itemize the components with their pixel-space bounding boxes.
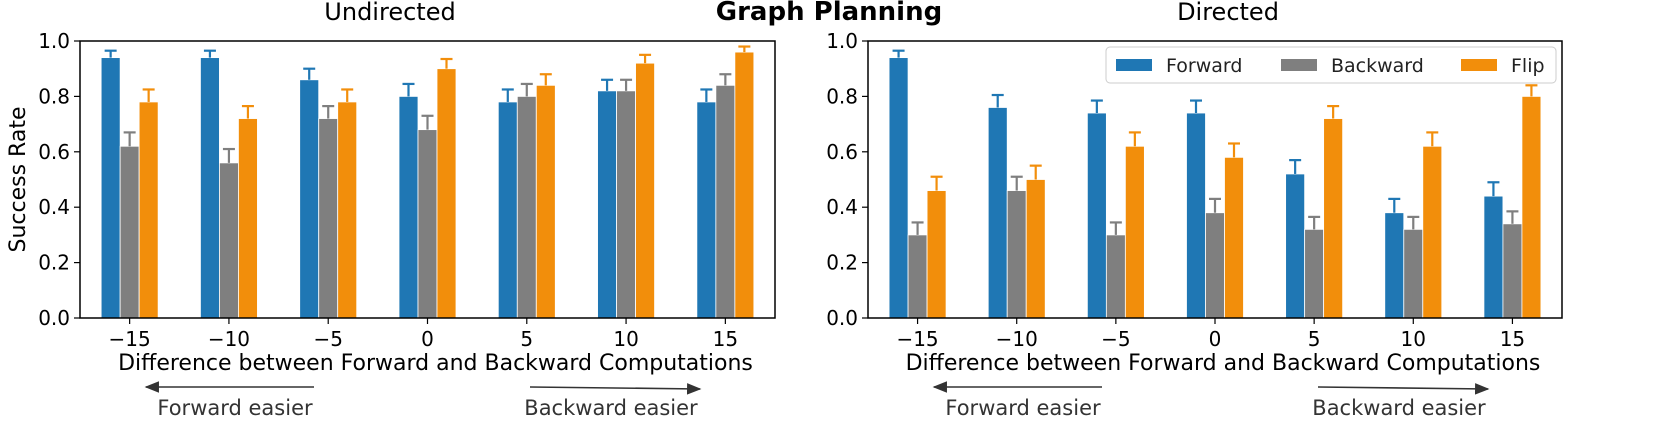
bar-backward-5 — [1403, 228, 1424, 319]
x-tick-label: 10 — [613, 327, 638, 351]
suptitle: Graph Planning — [716, 0, 942, 27]
bar-backward-4 — [1304, 228, 1325, 319]
y-tick-label: 0.0 — [38, 306, 70, 330]
y-tick-label: 0.4 — [38, 195, 70, 219]
bar-backward-4 — [516, 96, 537, 319]
bar-forward-5 — [1384, 212, 1405, 319]
bar-flip-2 — [1124, 145, 1145, 319]
bar-forward-6 — [1483, 195, 1504, 319]
y-tick-label: 0.0 — [826, 306, 858, 330]
y-tick-label: 0.6 — [826, 140, 858, 164]
bar-forward-2 — [1086, 112, 1107, 319]
x-tick-label: 10 — [1401, 327, 1426, 351]
bar-flip-0 — [138, 101, 159, 319]
y-tick-label: 0.2 — [826, 251, 858, 275]
bar-flip-1 — [1025, 179, 1046, 319]
legend: Forward Backward Flip — [1105, 46, 1557, 84]
bar-forward-4 — [1285, 173, 1306, 319]
x-tick-label: 15 — [1500, 327, 1525, 351]
bar-backward-6 — [1502, 223, 1523, 319]
legend-label-forward: Forward — [1166, 55, 1242, 77]
x-axis-label: Difference between Forward and Backward … — [906, 351, 1541, 376]
bar-flip-5 — [635, 62, 655, 319]
y-tick-label: 0.8 — [38, 84, 70, 108]
x-axis-label: Difference between Forward and Backward … — [118, 351, 753, 376]
bar-flip-6 — [734, 51, 755, 319]
charts-container: Undirected 0.0 0.2 0.4 0.6 0.8 1.0 −15 −10 −5 0 5 10… — [6, 0, 1563, 420]
x-tick-label: −10 — [996, 327, 1038, 351]
y-tick-label: 0.8 — [826, 84, 858, 108]
bar-forward-0 — [888, 57, 909, 319]
x-tick-label: −5 — [1101, 327, 1130, 351]
bar-backward-2 — [1105, 234, 1126, 319]
bar-forward-3 — [398, 96, 419, 319]
legend-swatch-flip — [1461, 59, 1497, 71]
y-tick-label: 0.4 — [826, 195, 858, 219]
bar-backward-1 — [219, 162, 239, 319]
bar-backward-1 — [1006, 190, 1027, 319]
x-tick-label: 15 — [713, 327, 738, 351]
x-tick-label: 0 — [421, 327, 434, 351]
bar-backward-0 — [119, 145, 140, 319]
x-tick-label: 5 — [520, 327, 533, 351]
annotation-forward-easier: Forward easier — [157, 396, 313, 420]
y-tick-label: 0.2 — [38, 251, 70, 275]
bar-backward-3 — [1205, 212, 1225, 319]
x-tick-label: −5 — [313, 327, 342, 351]
y-tick-label: 0.6 — [38, 140, 70, 164]
chart-panel-0: Undirected 0.0 0.2 0.4 0.6 0.8 1.0 −15 −10 −5 0 5 10… — [6, 0, 776, 420]
bar-forward-4 — [497, 101, 518, 319]
bar-forward-3 — [1186, 112, 1206, 319]
y-tick-label: 1.0 — [38, 29, 70, 53]
bar-forward-5 — [597, 90, 617, 319]
legend-label-backward: Backward — [1331, 55, 1424, 77]
bar-forward-6 — [696, 101, 717, 319]
bar-flip-1 — [238, 118, 258, 319]
chart-title: Directed — [1177, 0, 1279, 26]
bar-flip-3 — [436, 68, 457, 319]
legend-swatch-backward — [1281, 59, 1317, 71]
chart-panel-1: Directed 0.0 0.2 0.4 0.6 0.8 1.0 −15 −10 −5 0 5 10 15… — [826, 0, 1563, 420]
legend-swatch-forward — [1116, 59, 1152, 71]
x-tick-label: 0 — [1209, 327, 1222, 351]
y-tick-label: 1.0 — [826, 29, 858, 53]
bar-flip-4 — [535, 84, 556, 319]
bar-forward-1 — [200, 57, 220, 319]
bar-flip-3 — [1224, 156, 1244, 319]
chart-title: Undirected — [324, 0, 455, 26]
x-tick-label: −15 — [896, 327, 938, 351]
legend-label-flip: Flip — [1511, 55, 1545, 77]
bar-flip-0 — [926, 190, 947, 319]
bar-forward-0 — [100, 57, 121, 319]
bar-forward-2 — [299, 79, 320, 319]
bar-backward-5 — [616, 90, 636, 319]
annotation-backward-easier: Backward easier — [1312, 396, 1486, 420]
y-axis-label: Success Rate — [6, 107, 31, 253]
bar-forward-1 — [987, 107, 1008, 319]
legend-box — [1105, 46, 1557, 84]
bar-backward-6 — [715, 84, 736, 319]
bar-flip-5 — [1422, 145, 1443, 319]
x-tick-label: −10 — [208, 327, 250, 351]
bar-flip-6 — [1521, 96, 1542, 319]
x-tick-label: 5 — [1308, 327, 1321, 351]
bar-backward-2 — [318, 118, 339, 319]
bar-backward-0 — [907, 234, 928, 319]
x-tick-label: −15 — [109, 327, 151, 351]
bar-flip-4 — [1323, 118, 1344, 319]
bar-flip-2 — [337, 101, 358, 319]
annotation-forward-easier: Forward easier — [945, 396, 1101, 420]
arrow-right — [1317, 383, 1490, 395]
bar-backward-3 — [417, 129, 438, 319]
annotation-backward-easier: Backward easier — [524, 396, 698, 420]
arrow-right — [529, 383, 702, 395]
